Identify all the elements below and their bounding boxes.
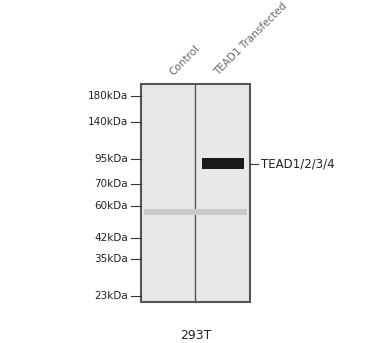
Text: 60kDa: 60kDa	[94, 201, 128, 212]
Text: 140kDa: 140kDa	[87, 118, 128, 128]
Text: Control: Control	[168, 44, 202, 78]
Text: 23kDa: 23kDa	[94, 291, 128, 301]
Bar	[144, 209, 247, 215]
Bar	[141, 84, 251, 302]
Text: TEAD1/2/3/4: TEAD1/2/3/4	[261, 157, 335, 170]
Text: TEAD1 Transfected: TEAD1 Transfected	[212, 1, 289, 78]
Text: 70kDa: 70kDa	[94, 179, 128, 189]
Text: 42kDa: 42kDa	[94, 233, 128, 243]
Text: 95kDa: 95kDa	[94, 154, 128, 164]
Text: 180kDa: 180kDa	[87, 91, 128, 101]
Text: 35kDa: 35kDa	[94, 254, 128, 264]
Text: 293T: 293T	[180, 329, 211, 342]
Bar	[202, 158, 244, 169]
